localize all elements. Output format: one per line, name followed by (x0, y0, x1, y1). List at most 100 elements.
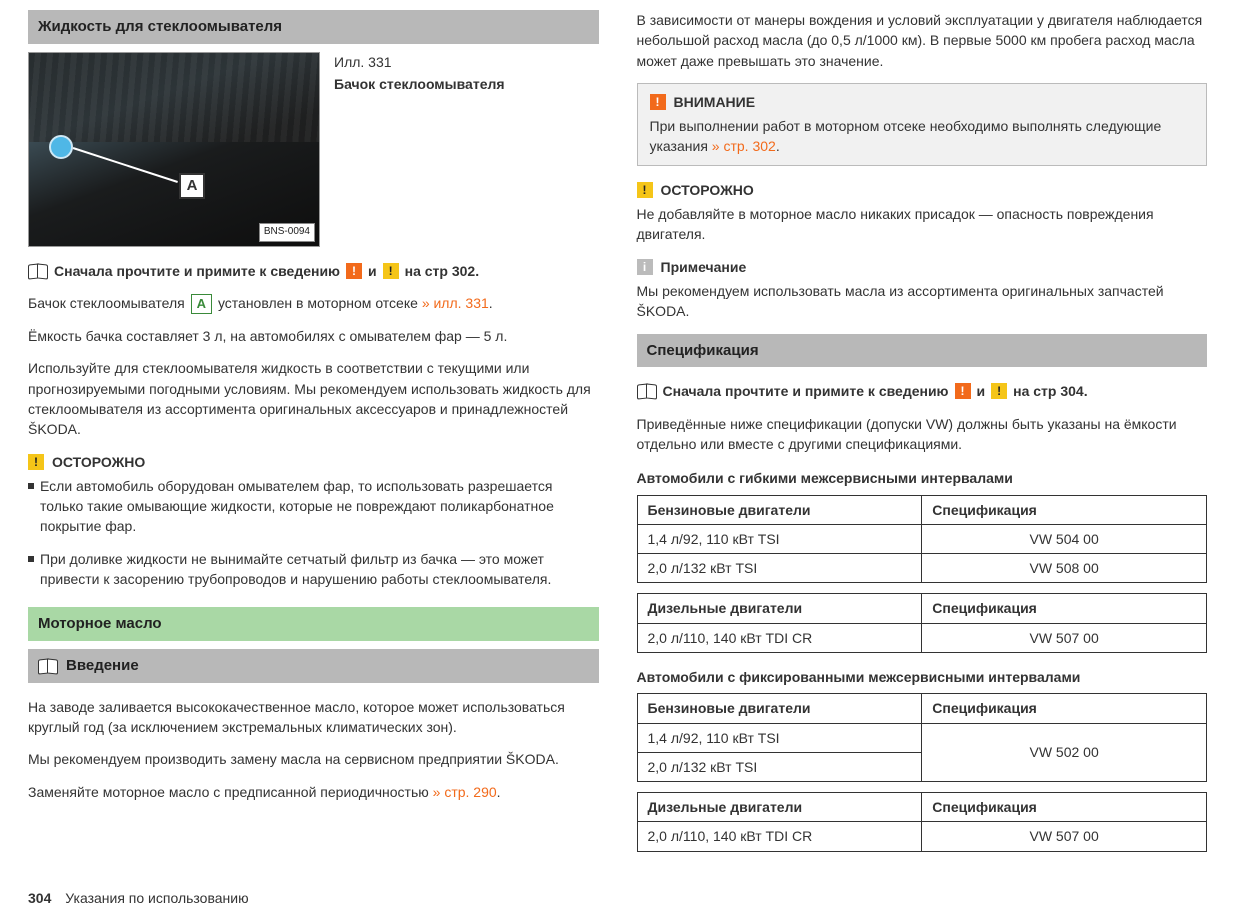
caution-icon: ! (991, 383, 1007, 399)
para-tank-location: Бачок стеклоомывателя A установлен в мот… (28, 293, 599, 314)
col-spec: Спецификация (922, 793, 1207, 822)
caution-heading: ! ОСТОРОЖНО (28, 452, 599, 472)
table-row: 2,0 л/132 кВт TSI VW 508 00 (637, 554, 1207, 583)
read-first-line: Сначала прочтите и примите к сведению ! … (28, 261, 599, 281)
read-first-and: и (368, 261, 377, 281)
figure-tag: BNS-0094 (259, 223, 315, 242)
col-spec: Спецификация (922, 594, 1207, 623)
warning-heading: ! ВНИМАНИЕ (650, 92, 1195, 112)
bullet-icon (28, 556, 34, 562)
warning-box: ! ВНИМАНИЕ При выполнении работ в моторн… (637, 83, 1208, 166)
caution-item-1: Если автомобиль оборудован омывателем фа… (28, 476, 599, 537)
col-petrol: Бензиновые двигатели (637, 495, 922, 524)
p1-a: Бачок стеклоомывателя (28, 295, 185, 311)
table-row: Дизельные двигатели Спецификация (637, 793, 1207, 822)
info-icon: i (637, 259, 653, 275)
book-icon (38, 659, 58, 673)
left-column: Жидкость для стеклоомывателя A BNS-0094 … (28, 10, 599, 862)
oil-consumption-para: В зависимости от манеры вождения и услов… (637, 10, 1208, 71)
section-title-spec: Спецификация (637, 334, 1208, 368)
caution-icon: ! (383, 263, 399, 279)
intro-label: Введение (66, 655, 139, 677)
caution-icon: ! (637, 182, 653, 198)
col-spec: Спецификация (922, 495, 1207, 524)
cell-engine: 2,0 л/110, 140 кВт TDI CR (637, 623, 922, 652)
para-capacity: Ёмкость бачка составляет 3 л, на автомоб… (28, 326, 599, 346)
read-first-page: на стр 302. (405, 261, 479, 281)
section-title-oil: Моторное масло (28, 607, 599, 641)
callout-label-a: A (179, 173, 205, 199)
bullet-icon (28, 483, 34, 489)
figure-row: A BNS-0094 Илл. 331 Бачок стеклоомывател… (28, 52, 599, 247)
col-spec: Спецификация (922, 694, 1207, 723)
page-footer: 304 Указания по использованию (28, 888, 1207, 908)
note-label: Примечание (661, 257, 747, 277)
oil-p3-text: Заменяйте моторное масло с предписанной … (28, 784, 429, 800)
warning-icon: ! (650, 94, 666, 110)
p1-b: установлен в моторном отсеке (218, 295, 418, 311)
oil-para-3: Заменяйте моторное масло с предписанной … (28, 782, 599, 802)
table-group1-title: Автомобили с гибкими межсервисными интер… (637, 468, 1208, 488)
read-first-page-r: на стр 304. (1013, 381, 1087, 401)
caution-1-text: Если автомобиль оборудован омывателем фа… (40, 476, 599, 537)
book-icon (637, 384, 657, 398)
table-group2-title: Автомобили с фиксированными межсервисным… (637, 667, 1208, 687)
washer-cap-icon (49, 135, 73, 159)
cell-engine: 2,0 л/110, 140 кВт TDI CR (637, 822, 922, 851)
oil-para-1: На заводе заливается высококачественное … (28, 697, 599, 738)
cell-engine: 2,0 л/132 кВт TSI (637, 752, 922, 781)
col-diesel: Дизельные двигатели (637, 594, 922, 623)
footer-section: Указания по использованию (65, 890, 248, 906)
figure-caption: Илл. 331 Бачок стеклоомывателя (334, 52, 505, 95)
cell-spec: VW 502 00 (922, 723, 1207, 782)
read-first-pre: Сначала прочтите и примите к сведению (54, 261, 340, 281)
spec-table-flex-diesel: Дизельные двигатели Спецификация 2,0 л/1… (637, 593, 1208, 653)
figure-title: Бачок стеклоомывателя (334, 74, 505, 94)
cell-engine: 1,4 л/92, 110 кВт TSI (637, 524, 922, 553)
ref-p302[interactable]: » стр. 302 (712, 138, 776, 154)
caution-label: ОСТОРОЖНО (52, 452, 145, 472)
spec-table-fixed-petrol: Бензиновые двигатели Спецификация 1,4 л/… (637, 693, 1208, 782)
caution-label-r: ОСТОРОЖНО (661, 180, 754, 200)
cell-engine: 2,0 л/132 кВт TSI (637, 554, 922, 583)
page-columns: Жидкость для стеклоомывателя A BNS-0094 … (28, 10, 1207, 862)
cell-spec: VW 504 00 (922, 524, 1207, 553)
read-first-line-r: Сначала прочтите и примите к сведению ! … (637, 381, 1208, 401)
table-row: Дизельные двигатели Спецификация (637, 594, 1207, 623)
note-heading: i Примечание (637, 257, 1208, 277)
inline-label-a: A (191, 294, 212, 314)
figure-331: A BNS-0094 (28, 52, 320, 247)
col-petrol: Бензиновые двигатели (637, 694, 922, 723)
table-row: 2,0 л/110, 140 кВт TDI CR VW 507 00 (637, 623, 1207, 652)
read-first-and-r: и (977, 381, 986, 401)
warning-icon: ! (346, 263, 362, 279)
cell-spec: VW 507 00 (922, 822, 1207, 851)
subsection-intro: Введение (28, 649, 599, 683)
section-title-washer: Жидкость для стеклоомывателя (28, 10, 599, 44)
para-fluid-reco: Используйте для стеклоомывателя жидкость… (28, 358, 599, 439)
spec-intro-para: Приведённые ниже спецификации (допуски V… (637, 414, 1208, 455)
warning-icon: ! (955, 383, 971, 399)
ref-ill-331[interactable]: » илл. 331 (422, 295, 489, 311)
warning-text: При выполнении работ в моторном отсеке н… (650, 116, 1195, 157)
page-number: 304 (28, 890, 51, 906)
callout-line-icon (73, 147, 178, 183)
cell-spec: VW 508 00 (922, 554, 1207, 583)
caution-item-2: При доливке жидкости не вынимайте сетчат… (28, 549, 599, 590)
table-row: Бензиновые двигатели Спецификация (637, 495, 1207, 524)
cell-spec: VW 507 00 (922, 623, 1207, 652)
table-row: 1,4 л/92, 110 кВт TSI VW 504 00 (637, 524, 1207, 553)
read-first-pre-r: Сначала прочтите и примите к сведению (663, 381, 949, 401)
figure-number: Илл. 331 (334, 52, 505, 72)
right-column: В зависимости от манеры вождения и услов… (637, 10, 1208, 862)
spec-table-flex-petrol: Бензиновые двигатели Спецификация 1,4 л/… (637, 495, 1208, 584)
book-icon (28, 264, 48, 278)
caution-icon: ! (28, 454, 44, 470)
spec-table-fixed-diesel: Дизельные двигатели Спецификация 2,0 л/1… (637, 792, 1208, 852)
oil-para-2: Мы рекомендуем производить замену масла … (28, 749, 599, 769)
table-row: Бензиновые двигатели Спецификация (637, 694, 1207, 723)
table-row: 2,0 л/110, 140 кВт TDI CR VW 507 00 (637, 822, 1207, 851)
ref-p290[interactable]: » стр. 290 (433, 784, 497, 800)
table-row: 1,4 л/92, 110 кВт TSI VW 502 00 (637, 723, 1207, 752)
caution-2-text: При доливке жидкости не вынимайте сетчат… (40, 549, 599, 590)
